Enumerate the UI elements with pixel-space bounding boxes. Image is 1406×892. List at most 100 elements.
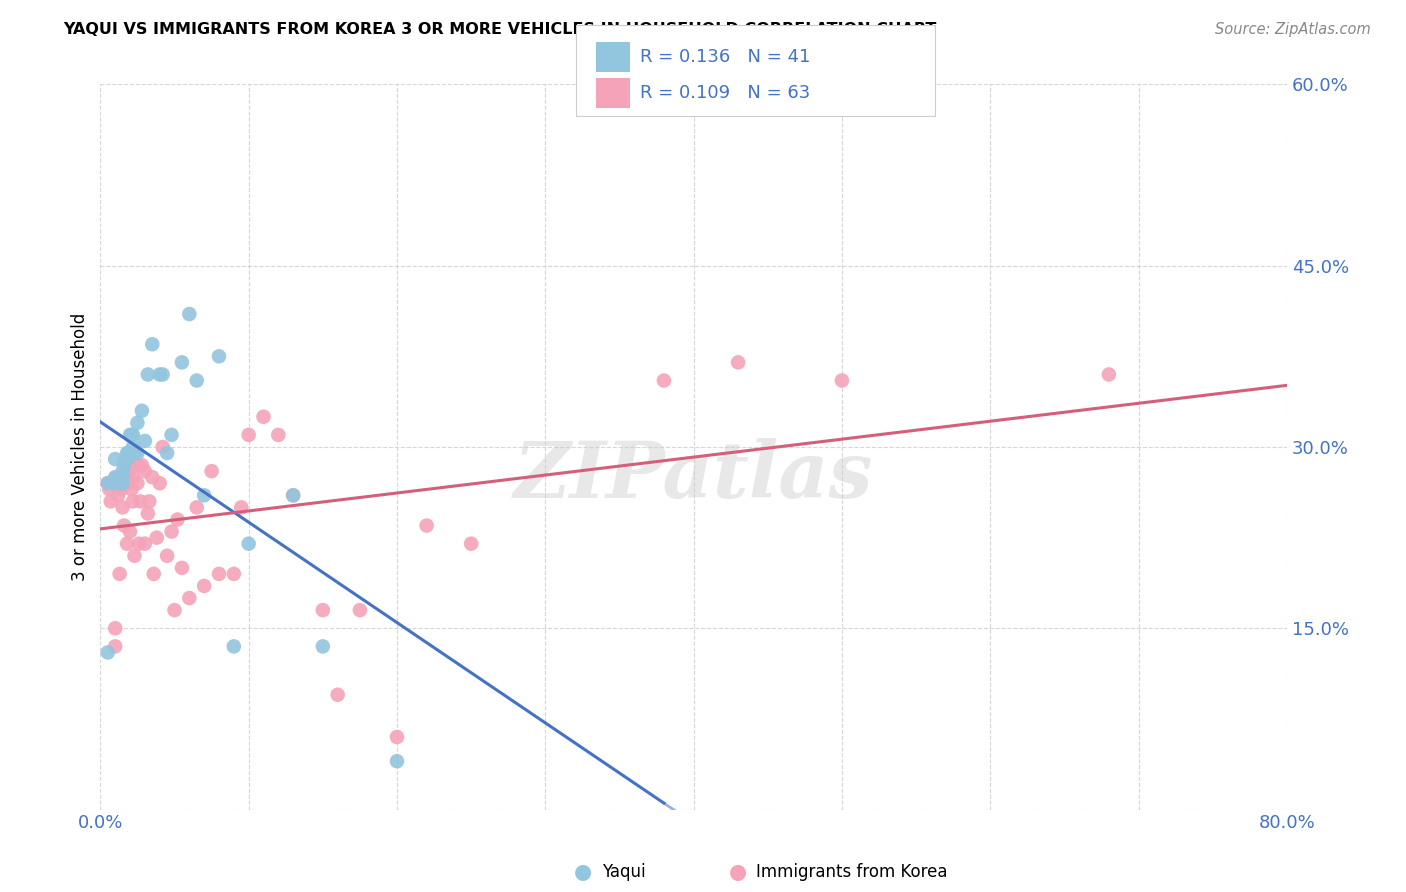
Point (326, 688, 349, 702)
Point (122, 494, 145, 508)
Point (142, 566, 165, 581)
Point (222, 640, 245, 654)
Point (149, 476, 172, 491)
Point (141, 470, 163, 484)
Point (138, 494, 160, 508)
Point (193, 488, 215, 502)
Point (208, 566, 231, 581)
Point (831, 374, 853, 388)
Point (222, 566, 245, 581)
Point (100, 494, 122, 508)
Point (131, 403, 153, 417)
Point (118, 458, 141, 472)
Point (134, 434, 156, 448)
Point (267, 428, 290, 442)
Point (312, 603, 335, 617)
Point (104, 452, 127, 467)
Point (127, 458, 149, 472)
Point (101, 476, 124, 491)
Point (460, 536, 482, 550)
Point (108, 476, 131, 491)
Point (238, 428, 260, 442)
Point (186, 374, 208, 388)
Point (385, 730, 408, 744)
Point (160, 428, 183, 442)
Point (1098, 368, 1121, 382)
Point (179, 307, 201, 321)
Point (131, 458, 153, 472)
Point (112, 518, 135, 533)
Point (111, 500, 134, 515)
Point (149, 368, 172, 382)
Point (122, 440, 145, 454)
Text: ●: ● (575, 863, 592, 882)
Text: R = 0.136   N = 41: R = 0.136 N = 41 (640, 48, 810, 66)
Point (312, 640, 335, 654)
Point (152, 368, 174, 382)
Text: Immigrants from Korea: Immigrants from Korea (756, 863, 948, 881)
Point (124, 446, 146, 460)
Point (145, 531, 167, 545)
Point (170, 561, 193, 575)
Text: Yaqui: Yaqui (602, 863, 645, 881)
Point (193, 579, 215, 593)
Point (112, 458, 135, 472)
Point (117, 446, 139, 460)
Point (136, 368, 159, 382)
Point (156, 549, 179, 563)
Point (115, 452, 138, 467)
Point (111, 470, 134, 484)
Point (124, 549, 146, 563)
Point (97, 476, 120, 491)
Point (111, 476, 134, 491)
Point (107, 488, 129, 502)
Point (141, 337, 163, 351)
Point (134, 536, 156, 550)
Point (156, 446, 179, 460)
Point (104, 621, 127, 635)
Point (114, 452, 136, 467)
Text: ZIPatlas: ZIPatlas (515, 438, 873, 515)
Point (238, 536, 260, 550)
Point (105, 470, 128, 484)
Point (415, 518, 437, 533)
Point (104, 640, 127, 654)
Point (186, 500, 208, 515)
Point (652, 374, 675, 388)
Point (283, 488, 305, 502)
Point (208, 349, 231, 363)
Point (101, 476, 124, 491)
Point (97, 476, 120, 491)
Point (231, 500, 253, 515)
Text: YAQUI VS IMMIGRANTS FROM KOREA 3 OR MORE VEHICLES IN HOUSEHOLD CORRELATION CHART: YAQUI VS IMMIGRANTS FROM KOREA 3 OR MORE… (63, 22, 936, 37)
Point (283, 488, 305, 502)
Point (118, 446, 141, 460)
Point (385, 754, 408, 768)
Point (118, 524, 141, 539)
Point (179, 591, 201, 605)
Point (170, 355, 193, 369)
Point (110, 483, 132, 497)
Point (166, 512, 188, 526)
Point (104, 470, 127, 484)
Text: ●: ● (730, 863, 747, 882)
Point (160, 524, 183, 539)
Point (163, 603, 186, 617)
Point (115, 446, 138, 460)
Point (136, 507, 159, 521)
Point (127, 446, 149, 460)
Point (98, 483, 121, 497)
Point (727, 355, 749, 369)
Y-axis label: 3 or more Vehicles in Household: 3 or more Vehicles in Household (72, 313, 89, 581)
Point (252, 409, 274, 424)
Point (122, 428, 145, 442)
Point (97, 645, 120, 659)
Point (127, 476, 149, 491)
Point (111, 464, 134, 478)
Point (128, 536, 150, 550)
Point (108, 566, 131, 581)
Point (115, 536, 138, 550)
Point (118, 428, 141, 442)
Point (117, 464, 139, 478)
Point (127, 416, 149, 430)
